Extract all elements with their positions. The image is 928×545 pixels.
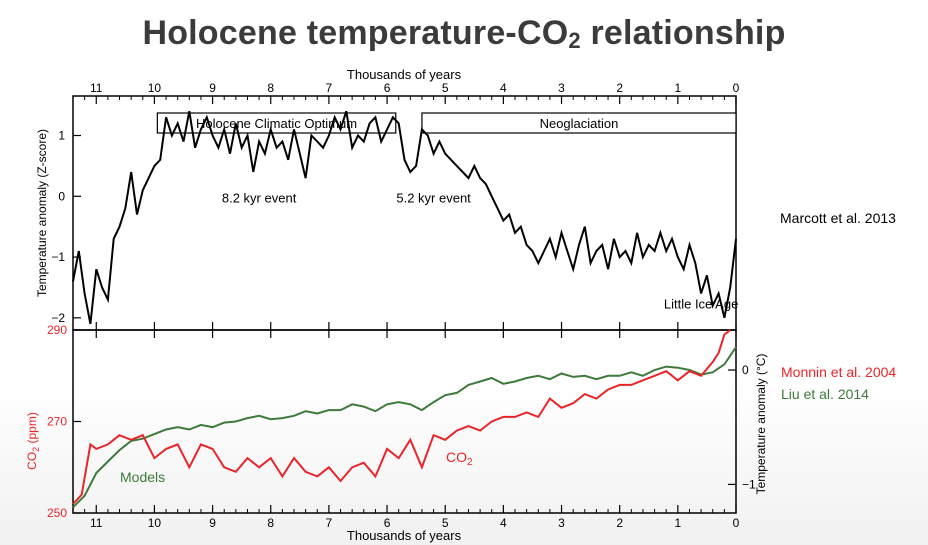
bottom-plot-frame bbox=[72, 329, 737, 514]
top-x-tick-label: 3 bbox=[558, 81, 565, 95]
period-box bbox=[421, 112, 737, 134]
bottom-x-tick-label: 6 bbox=[384, 516, 391, 530]
title-main: Holocene temperature-CO bbox=[142, 14, 569, 52]
bottom-x-tick-label: 8 bbox=[267, 516, 274, 530]
co2-y-tick-label: 250 bbox=[47, 506, 67, 520]
bottom-x-tick-label: 2 bbox=[616, 516, 623, 530]
bottom-x-tick-label: 0 bbox=[733, 516, 740, 530]
top-y-tick-label: 1 bbox=[58, 129, 65, 143]
slide-title: Holocene temperature-CO2 relationship bbox=[0, 14, 928, 54]
bottom-x-tick-label: 11 bbox=[90, 516, 103, 530]
source-marcott: Marcott et al. 2013 bbox=[780, 210, 896, 226]
co2-series-label: CO2 bbox=[446, 449, 473, 468]
source-liu: Liu et al. 2014 bbox=[781, 386, 869, 402]
top-x-tick-label: 7 bbox=[326, 81, 333, 95]
top-x-tick-label: 0 bbox=[733, 81, 740, 95]
event-annotation: 8.2 kyr event bbox=[222, 190, 297, 205]
top-x-tick-label: 2 bbox=[616, 81, 623, 95]
co2-label-main: CO bbox=[446, 449, 467, 465]
top-x-tick-label: 11 bbox=[90, 81, 103, 95]
period-label: Neoglaciation bbox=[540, 116, 619, 131]
temp-right-axis-label: Temperature anomaly (°C) bbox=[754, 354, 768, 495]
models-series-line bbox=[72, 346, 737, 509]
bottom-x-tick-label: 5 bbox=[442, 516, 449, 530]
bottom-x-axis-label: Thousands of years bbox=[347, 528, 462, 543]
title-tail: relationship bbox=[580, 14, 786, 52]
bottom-x-tick-label: 9 bbox=[209, 516, 216, 530]
title-sub: 2 bbox=[568, 28, 581, 53]
top-x-tick-label: 9 bbox=[209, 81, 216, 95]
top-x-tick-label: 5 bbox=[442, 81, 449, 95]
bottom-x-tick-label: 10 bbox=[148, 516, 162, 530]
top-x-tick-label: 10 bbox=[148, 81, 162, 95]
bottom-x-tick-label: 7 bbox=[326, 516, 333, 530]
temperature-series-line bbox=[72, 110, 737, 325]
temp-y2-tick-label: 0 bbox=[742, 363, 749, 377]
bottom-x-tick-label: 3 bbox=[558, 516, 565, 530]
co2-y-tick-label: 270 bbox=[47, 415, 67, 429]
top-y-tick-label: 0 bbox=[58, 189, 65, 203]
top-x-tick-label: 6 bbox=[384, 81, 391, 95]
top-x-tick-label: 1 bbox=[674, 81, 681, 95]
top-y-tick-label: −2 bbox=[51, 311, 65, 325]
top-x-axis-label: Thousands of years bbox=[347, 67, 462, 82]
temp-y2-tick-label: −1 bbox=[742, 477, 756, 491]
co2-y-axis-label: CO2 (ppm) bbox=[25, 412, 41, 470]
co2-series-line bbox=[72, 329, 731, 505]
top-x-tick-label: 4 bbox=[500, 81, 507, 95]
top-x-tick-label: 8 bbox=[267, 81, 274, 95]
co2-y-tick-label: 290 bbox=[47, 323, 67, 337]
bottom-x-tick-label: 1 bbox=[674, 516, 681, 530]
source-monnin: Monnin et al. 2004 bbox=[781, 364, 897, 380]
co2-label-sub: 2 bbox=[467, 457, 473, 468]
event-annotation: 5.2 kyr event bbox=[396, 190, 471, 205]
period-box bbox=[156, 112, 397, 134]
top-y-tick-label: −1 bbox=[51, 250, 65, 264]
top-y-axis-label: Temperature anomaly (Z-score) bbox=[35, 129, 49, 297]
models-series-label: Models bbox=[120, 469, 165, 485]
bottom-x-tick-label: 4 bbox=[500, 516, 507, 530]
